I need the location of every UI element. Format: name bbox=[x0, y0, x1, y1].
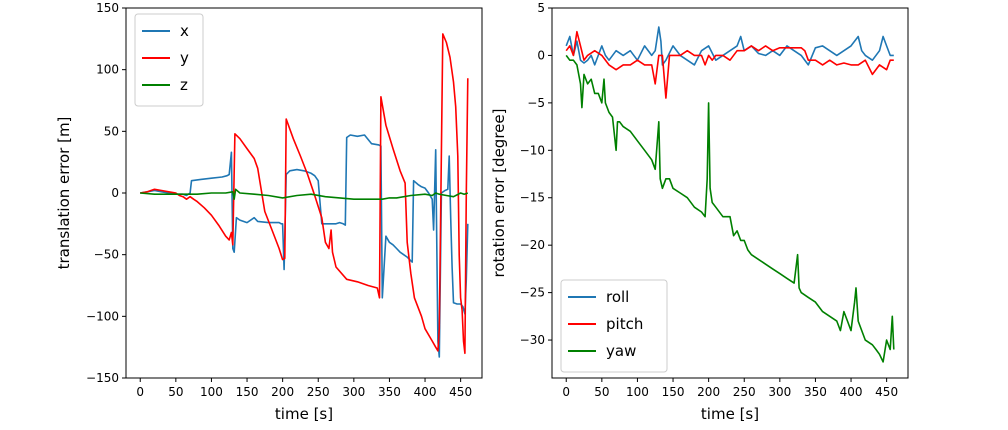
legend-label-roll: roll bbox=[606, 288, 629, 306]
series-line-pitch bbox=[565, 30, 894, 99]
y-tick-label: −25 bbox=[520, 286, 545, 300]
x-tick-label: 250 bbox=[307, 385, 330, 399]
x-tick-label: 100 bbox=[200, 385, 223, 399]
rotation-error-chart: 0 50 100 150 200 250 300 350 400 450 50−5−10−15−2… bbox=[490, 1, 909, 423]
legend-label-z: z bbox=[180, 76, 188, 94]
y-axis-ticks: 5 0 −5 −10 −15 −20 −25 −30 bbox=[520, 1, 552, 347]
x-tick-label: 100 bbox=[626, 385, 649, 399]
y-tick-label: 50 bbox=[104, 124, 119, 138]
y-axis-ticks: −150 −100 −50 0 50 100 150 bbox=[86, 1, 126, 385]
x-axis-title: time [s] bbox=[701, 405, 759, 423]
y-tick-label: 100 bbox=[96, 63, 119, 77]
x-tick-label: 50 bbox=[594, 385, 609, 399]
x-tick-label: 450 bbox=[875, 385, 898, 399]
series-line-y bbox=[140, 33, 469, 355]
legend-label-yaw: yaw bbox=[606, 342, 636, 360]
plot-area-frame bbox=[551, 7, 909, 379]
legend: roll pitch yaw bbox=[560, 279, 668, 373]
y-tick-label: 0 bbox=[537, 48, 545, 62]
y-tick-label: −15 bbox=[520, 191, 545, 205]
series-line-yaw bbox=[565, 54, 895, 363]
y-tick-label: −30 bbox=[520, 333, 545, 347]
series-line-roll bbox=[565, 26, 894, 66]
x-tick-label: 350 bbox=[378, 385, 401, 399]
legend-label-x: x bbox=[180, 22, 189, 40]
series-lines bbox=[565, 26, 895, 363]
x-tick-label: 400 bbox=[840, 385, 863, 399]
x-tick-label: 0 bbox=[562, 385, 570, 399]
y-axis-title: rotation error [degree] bbox=[490, 109, 508, 278]
y-tick-label: −100 bbox=[86, 309, 119, 323]
x-axis-ticks: 0 50 100 150 200 250 300 350 400 450 bbox=[136, 378, 472, 399]
series-lines bbox=[140, 33, 469, 358]
x-axis-title: time [s] bbox=[275, 405, 333, 423]
x-tick-label: 150 bbox=[236, 385, 259, 399]
series-line-x bbox=[140, 134, 469, 358]
legend: xyz bbox=[134, 13, 204, 107]
x-tick-label: 0 bbox=[136, 385, 144, 399]
x-tick-label: 250 bbox=[733, 385, 756, 399]
x-tick-label: 200 bbox=[271, 385, 294, 399]
x-tick-label: 300 bbox=[768, 385, 791, 399]
x-tick-label: 450 bbox=[449, 385, 472, 399]
y-axis-title: translation error [m] bbox=[55, 117, 73, 270]
x-tick-label: 400 bbox=[414, 385, 437, 399]
x-tick-label: 350 bbox=[804, 385, 827, 399]
y-tick-label: −150 bbox=[86, 371, 119, 385]
x-tick-label: 150 bbox=[662, 385, 685, 399]
y-tick-label: −5 bbox=[527, 96, 545, 110]
legend-box bbox=[134, 13, 204, 107]
series-line-z bbox=[140, 188, 469, 200]
x-tick-label: 300 bbox=[342, 385, 365, 399]
x-tick-label: 50 bbox=[168, 385, 183, 399]
y-tick-label: 150 bbox=[96, 1, 119, 15]
legend-box bbox=[560, 279, 668, 373]
x-tick-label: 200 bbox=[697, 385, 720, 399]
y-tick-label: −10 bbox=[520, 143, 545, 157]
y-tick-label: −50 bbox=[94, 248, 119, 262]
translation-error-chart: 0 50 100 150 200 250 300 350 400 450 −150 −100 −50 0… bbox=[55, 1, 483, 423]
y-tick-label: 0 bbox=[111, 186, 119, 200]
x-axis-ticks: 0 50 100 150 200 250 300 350 400 450 bbox=[562, 378, 898, 399]
y-tick-label: −20 bbox=[520, 238, 545, 252]
y-tick-label: 5 bbox=[537, 1, 545, 15]
legend-label-y: y bbox=[180, 49, 189, 67]
legend-label-pitch: pitch bbox=[606, 315, 643, 333]
